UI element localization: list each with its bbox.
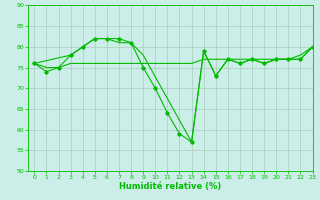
X-axis label: Humidité relative (%): Humidité relative (%) [119,182,221,191]
